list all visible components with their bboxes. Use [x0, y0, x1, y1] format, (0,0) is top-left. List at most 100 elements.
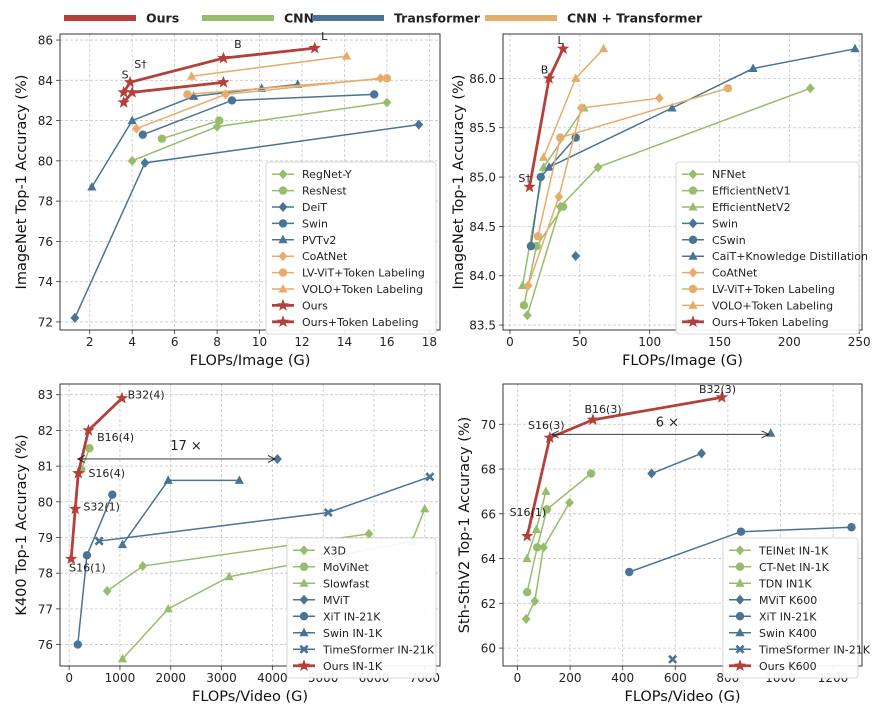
series-tdn-in1k — [522, 486, 551, 563]
series-resnest — [157, 116, 224, 143]
legend-item-ours: Ours — [272, 298, 328, 312]
legend-marker — [735, 627, 745, 637]
data-point-slowfast — [117, 653, 128, 663]
legend-item-efficientnetv1: EfficientNetV1 — [682, 185, 791, 198]
x-tick-label: 0 — [65, 671, 73, 685]
data-point-ours-k600 — [543, 431, 556, 443]
legend-label: ResNest — [302, 185, 347, 198]
x-tick-label: 8 — [213, 335, 221, 349]
y-tick-label: 78 — [38, 195, 53, 209]
data-point-ours-k600 — [715, 390, 728, 403]
x-tick-label: 12 — [294, 335, 309, 349]
series-swin — [138, 90, 379, 139]
legend-label: CoAtNet — [302, 250, 348, 263]
data-point-efficientnetv1 — [519, 301, 529, 310]
y-tick-label: 78 — [38, 567, 53, 581]
legend-label: TEINet IN-1K — [758, 544, 829, 557]
x-tick-label: 4 — [128, 335, 136, 349]
annotation-b: B — [541, 63, 549, 76]
legend-label: CT-Net IN-1K — [759, 561, 830, 574]
annotation-s: S† — [134, 58, 147, 71]
legend-label-cnn-transformer: CNN + Transformer — [567, 11, 703, 26]
legend-label: NFNet — [712, 168, 747, 181]
series-line-ours-k600 — [525, 396, 723, 537]
legend-item-xit-in-21k: XiT IN-21K — [293, 610, 381, 623]
y-tick-label: 86 — [38, 34, 53, 48]
legend-marker — [735, 612, 745, 621]
series-cait-knowledge-distillation — [544, 43, 860, 171]
legend-item-pvtv2: PVTv2 — [272, 234, 336, 247]
series-mvit — [273, 453, 282, 464]
series-ours — [117, 41, 321, 98]
data-point-tdn-in1k — [541, 486, 551, 495]
series-volo-token-labeling — [187, 51, 352, 80]
legend-label: LV-ViT+Token Labeling — [712, 283, 835, 296]
legend-label: LV-ViT+Token Labeling — [302, 267, 425, 280]
legend-label: MViT — [323, 594, 350, 607]
annotation-s16-3: S16(3) — [528, 419, 565, 432]
y-tick-label: 82 — [38, 114, 53, 128]
data-point-swin — [138, 130, 147, 139]
series-timesformer-in-21k — [94, 472, 435, 546]
data-point-slowfast — [163, 603, 173, 613]
annotation-s: S — [122, 68, 129, 81]
legend-label-ours: Ours — [146, 11, 179, 26]
legend-label: Ours K600 — [759, 660, 817, 673]
data-point-ours-token-labeling — [217, 75, 230, 88]
legend-marker — [278, 169, 288, 180]
x-tick-label: 600 — [664, 671, 687, 685]
legend-marker — [278, 268, 288, 277]
annotation-b16-4: B16(4) — [97, 431, 134, 444]
data-point-pvtv2 — [87, 182, 97, 191]
x-tick-label: 6 — [171, 335, 179, 349]
y-tick-label: 84 — [38, 74, 53, 88]
y-tick-label: 84.5 — [469, 220, 496, 234]
legend-item-volo-token-labeling: VOLO+Token Labeling — [682, 299, 833, 312]
y-tick-label: 82 — [38, 424, 53, 438]
legend-marker — [688, 267, 698, 278]
data-point-xit-in-21k — [736, 527, 746, 536]
legend-label: Swin — [302, 217, 328, 230]
data-point-ours-in-1k — [72, 466, 85, 479]
legend-label: CSwin — [712, 234, 746, 247]
data-point-ours-token-labeling — [542, 71, 556, 84]
data-point-swin-in-1k — [117, 539, 128, 549]
x-tick-label: 200 — [559, 671, 582, 685]
data-point-lv-vit-token-labeling — [723, 84, 733, 93]
data-point-timesformer-in-21k — [94, 536, 104, 546]
arrow-17x — [76, 455, 276, 463]
chart-k400: 0100020003000400050006000700076777879808… — [14, 383, 441, 705]
x-axis-label: FLOPs/Image (G) — [622, 353, 743, 369]
legend: X3D MoViNet Slowfast MViT XiT IN-21K Swin IN-… — [286, 537, 437, 679]
legend-marker — [278, 202, 288, 212]
legend-marker — [278, 219, 288, 228]
legend-box — [286, 537, 437, 679]
annotation-b: B — [234, 38, 242, 51]
y-tick-label: 76 — [38, 638, 53, 652]
legend-label: PVTv2 — [302, 234, 336, 247]
annotation-6: 6 × — [656, 416, 679, 431]
legend-item-ours-token-labeling: Ours+Token Labeling — [272, 315, 419, 329]
plot-frame — [502, 383, 863, 667]
data-point-mvit-k600 — [647, 468, 656, 479]
legend-marker — [299, 545, 309, 556]
series-xit-in-21k — [625, 523, 856, 577]
legend-label: VOLO+Token Labeling — [302, 283, 423, 296]
legend-marker — [299, 644, 309, 654]
legend-item-coatnet: CoAtNet — [682, 267, 758, 280]
data-point-ours-k600 — [521, 529, 534, 542]
legend-item-x3d: X3D — [293, 544, 346, 557]
legend-marker — [278, 234, 288, 244]
legend-marker — [688, 202, 698, 211]
annotation-s16-4: S16(4) — [88, 467, 125, 480]
series-deit — [70, 119, 424, 323]
legend-item-nfnet: NFNet — [682, 168, 747, 181]
y-tick-label: 84.0 — [469, 269, 496, 283]
legend-label: MViT K600 — [759, 594, 817, 607]
data-point-xit-in-21k — [73, 640, 82, 649]
y-tick-label: 66 — [481, 507, 496, 521]
data-point-resnest — [215, 116, 224, 125]
y-tick-label: 86.0 — [469, 72, 496, 86]
legend-marker — [299, 562, 309, 571]
